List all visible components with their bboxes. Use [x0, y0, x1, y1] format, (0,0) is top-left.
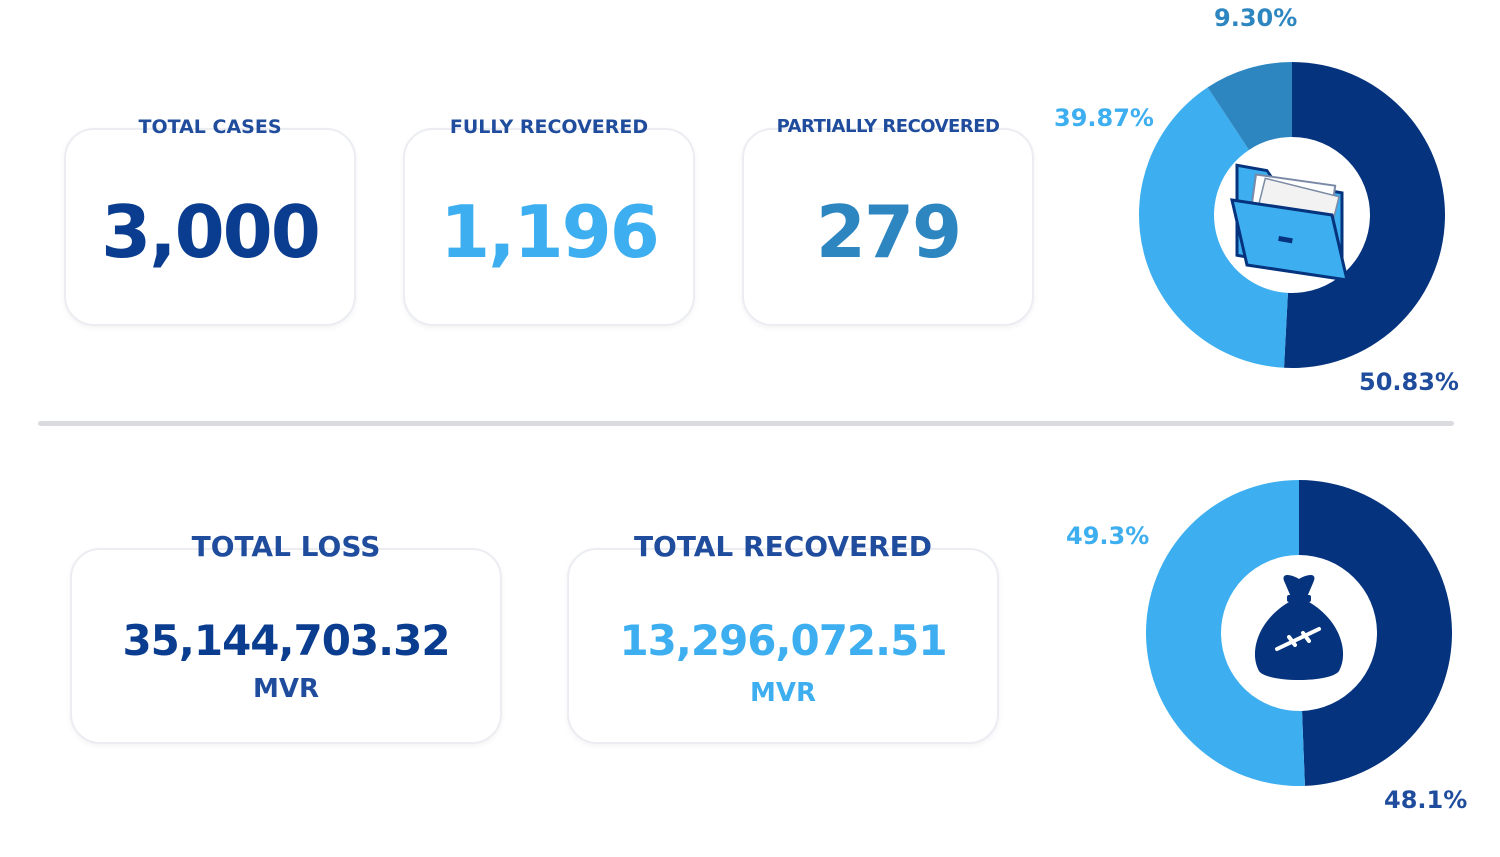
partially-recovered-card: PARTIALLY RECOVERED 279 — [742, 116, 1034, 326]
section-divider — [38, 421, 1454, 426]
fully-recovered-card: FULLY RECOVERED 1,196 — [403, 116, 695, 326]
fully-recovered-value: 1,196 — [440, 190, 660, 274]
cases-slice-label-mid: 9.30% — [1214, 4, 1298, 32]
total-recovered-label: TOTAL RECOVERED — [633, 530, 933, 563]
total-recovered-card: TOTAL RECOVERED 13,296,072.51 MVR — [567, 530, 999, 744]
money-slice-label-light: 49.3% — [1066, 522, 1150, 550]
money-donut-chart — [1145, 480, 1452, 786]
fully-recovered-label: FULLY RECOVERED — [449, 116, 649, 138]
money-slice-1 — [1145, 480, 1305, 786]
cases-slice-label-light: 39.87% — [1054, 104, 1154, 132]
cases-donut-chart — [1139, 62, 1445, 368]
total-cases-card: TOTAL CASES 3,000 — [64, 116, 356, 326]
total-loss-label: TOTAL LOSS — [191, 530, 381, 563]
money-slice-label-dark: 48.1% — [1384, 786, 1468, 814]
partially-recovered-value: 279 — [815, 190, 962, 274]
money-bag-icon — [1254, 575, 1344, 680]
total-cases-label: TOTAL CASES — [138, 116, 282, 138]
total-recovered-value: 13,296,072.51 — [619, 616, 947, 665]
total-loss-unit: MVR — [252, 674, 319, 704]
total-recovered-unit: MVR — [749, 678, 816, 708]
cases-slice-0 — [1284, 62, 1445, 368]
money-slice-0 — [1299, 480, 1452, 786]
cases-slice-label-dark: 50.83% — [1359, 368, 1459, 396]
partially-recovered-label: PARTIALLY RECOVERED — [776, 116, 1000, 137]
cases-slice-2 — [1207, 62, 1292, 150]
total-loss-card: TOTAL LOSS 35,144,703.32 MVR — [70, 530, 502, 744]
total-cases-value: 3,000 — [101, 190, 321, 274]
folder-icon — [1230, 163, 1349, 282]
cases-slice-1 — [1139, 87, 1288, 368]
total-loss-value: 35,144,703.32 — [122, 616, 450, 665]
